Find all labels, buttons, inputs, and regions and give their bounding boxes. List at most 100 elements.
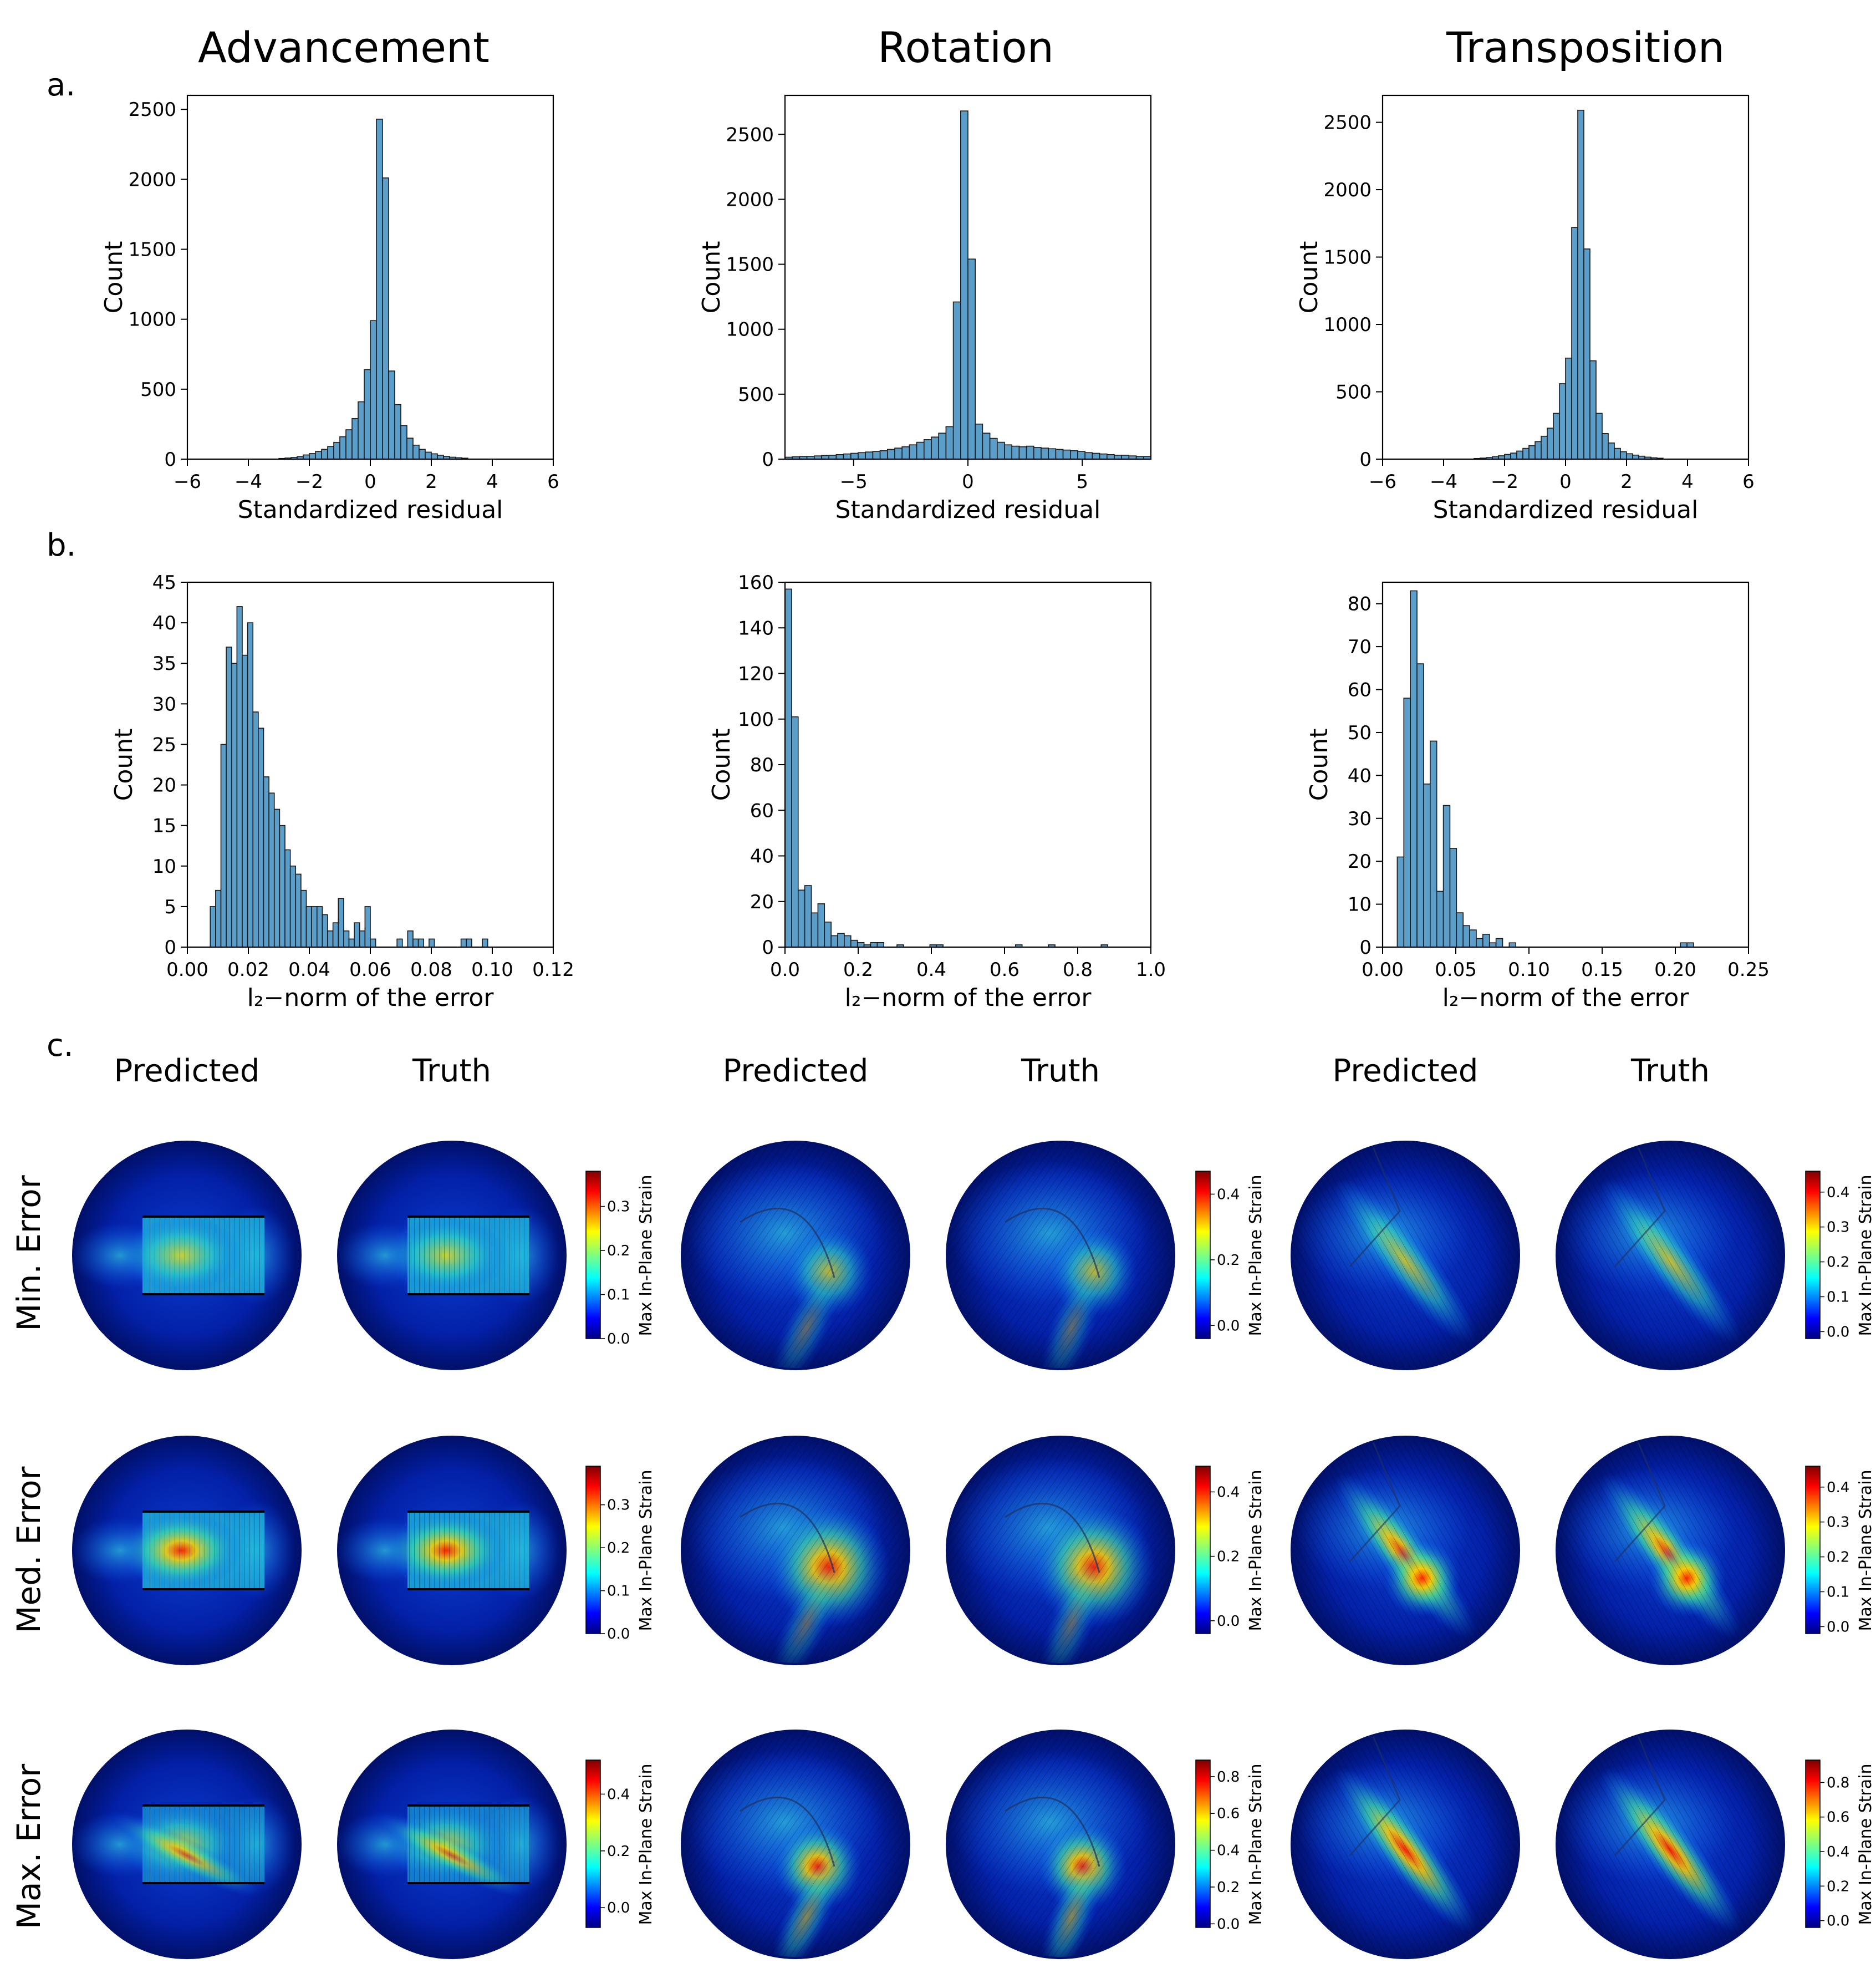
histogram-bar (1442, 805, 1451, 948)
column-title-transposition: Transposition (1446, 23, 1725, 72)
histogram-bar (1528, 445, 1536, 460)
histogram-bar (309, 453, 316, 460)
x-tick-label: −4 (1430, 471, 1457, 493)
histogram-bar (1011, 445, 1020, 460)
colorbar-tick-label: 0.0 (1217, 1613, 1240, 1630)
x-tick-label: 0.10 (471, 959, 513, 981)
histogram-bar (967, 258, 976, 460)
x-tick-label: 0.04 (288, 959, 330, 981)
disk-outline (946, 1730, 1175, 1959)
histogram-bar (1680, 942, 1688, 948)
histogram-bar (412, 938, 419, 948)
x-tick-label: 0.00 (1362, 959, 1404, 981)
x-tick-label: 0.08 (410, 959, 452, 981)
x-tick-label: 0.6 (990, 959, 1019, 981)
segment-edge (1349, 1733, 1401, 1857)
truth-field-transposition-max-error (1556, 1730, 1785, 1959)
x-tick-label: −5 (840, 471, 868, 493)
x-tick-label: 0.25 (1727, 959, 1770, 981)
row-label-med-error: Med. Error (10, 1466, 48, 1633)
histogram-bar (300, 889, 307, 948)
histogram-bar (1048, 448, 1057, 460)
strain-field-grid (72, 1141, 1785, 1959)
histogram-bar (1449, 848, 1457, 948)
x-tick-label: 6 (1742, 471, 1755, 493)
y-tick-label: 70 (1348, 636, 1372, 658)
histogram-bar (394, 404, 401, 460)
colorbar-tick-label: 0.1 (607, 1287, 630, 1304)
x-tick-label: 2 (425, 471, 437, 493)
histogram-bar (370, 938, 376, 948)
histogram-bar (887, 449, 895, 460)
header-truth-rotation: Truth (1021, 1053, 1100, 1089)
disk-outline (72, 1141, 302, 1370)
histogram-bar (1092, 452, 1100, 460)
histogram-bar (226, 647, 232, 948)
colorbar-gradient (585, 1466, 601, 1634)
disk-outline (1291, 1730, 1520, 1959)
histogram-bar (1026, 445, 1034, 460)
segment-edge (1614, 1733, 1666, 1857)
colorbar-transposition-med-error: 0.0 0.1 0.2 0.3 0.4 Max In-Plane Strain (1805, 1466, 1875, 1635)
histogram-bar (247, 622, 254, 948)
histogram-bar (482, 938, 488, 948)
colorbar-tick-label: 0.1 (1827, 1584, 1849, 1601)
y-axis-label: Count (707, 729, 736, 801)
y-axis-label: Count (1305, 729, 1333, 801)
y-tick-label: 0 (1359, 449, 1372, 471)
axes-frame (784, 581, 1152, 948)
histogram-bar (837, 933, 845, 948)
predicted-field-transposition-max-error (1291, 1730, 1520, 1959)
x-tick-label: 0 (1559, 471, 1572, 493)
y-axis-label: Count (110, 729, 138, 801)
histogram-bar (931, 436, 939, 460)
histogram-bar (1469, 929, 1477, 948)
x-tick-label: 0.06 (349, 959, 391, 981)
histogram-panels: −6 −4 −2 0 2 4 605001000150020002500Standardiz… (100, 94, 1770, 1012)
y-tick-label: 0 (762, 937, 774, 959)
y-tick-label: 40 (750, 846, 774, 868)
colorbar-tick-label: 0.0 (1217, 1318, 1240, 1334)
colorbar-label: Max In-Plane Strain (1856, 1764, 1875, 1925)
histogram-bar (258, 728, 264, 948)
panel-label-a: a. (47, 67, 75, 103)
colorbar-tick-label: 0.6 (1827, 1809, 1849, 1826)
colorbar-tick-label: 0.0 (607, 1900, 630, 1916)
histogram-a-transposition: −6 −4 −2 0 2 4 6 0 500 1000 1500 2000 2500 Standardiz… (1295, 94, 1755, 524)
histogram-bar (268, 792, 275, 948)
header-predicted-transposition: Predicted (1333, 1053, 1479, 1089)
y-tick-label: 0 (1359, 937, 1372, 959)
truth-field-transposition-med-error (1556, 1436, 1785, 1665)
x-tick-label: 6 (547, 471, 559, 493)
x-tick-label: −2 (295, 471, 323, 493)
histogram-bar (236, 606, 243, 948)
column-title-rotation: Rotation (878, 23, 1054, 72)
histogram-bar (1595, 413, 1603, 460)
mesh-lines (1292, 1731, 1519, 1958)
histogram-bar (924, 439, 932, 460)
header-truth-transposition: Truth (1630, 1053, 1710, 1089)
colorbar-tick-label: 0.4 (607, 1786, 630, 1803)
histogram-bar (429, 938, 435, 948)
x-tick-label: 0.10 (1508, 959, 1550, 981)
y-tick-label: 2000 (1323, 179, 1372, 201)
y-axis-label: Count (100, 241, 128, 314)
colorbar-advancement-max-error: 0.0 0.2 0.4 Max In-Plane Strain (585, 1759, 656, 1928)
truth-field-advancement-med-error (337, 1436, 567, 1665)
mesh-lines (682, 1142, 909, 1369)
y-tick-label: 500 (738, 384, 774, 406)
histogram-bar (1626, 453, 1633, 460)
colorbar-label: Max In-Plane Strain (636, 1470, 656, 1631)
mesh-lines (1557, 1142, 1784, 1369)
histogram-bar (263, 776, 269, 948)
y-tick-label: 10 (152, 856, 176, 878)
histogram-bar (242, 654, 248, 948)
panel-label-b: b. (47, 527, 76, 563)
header-predicted-advancement: Predicted (114, 1053, 260, 1089)
y-tick-label: 50 (1348, 722, 1372, 744)
x-tick-label: 0.4 (916, 959, 946, 981)
x-tick-label: 0.8 (1063, 959, 1093, 981)
colorbar-label: Max In-Plane Strain (636, 1175, 656, 1336)
histogram-bar (1495, 938, 1503, 948)
histogram-bar (872, 451, 881, 460)
